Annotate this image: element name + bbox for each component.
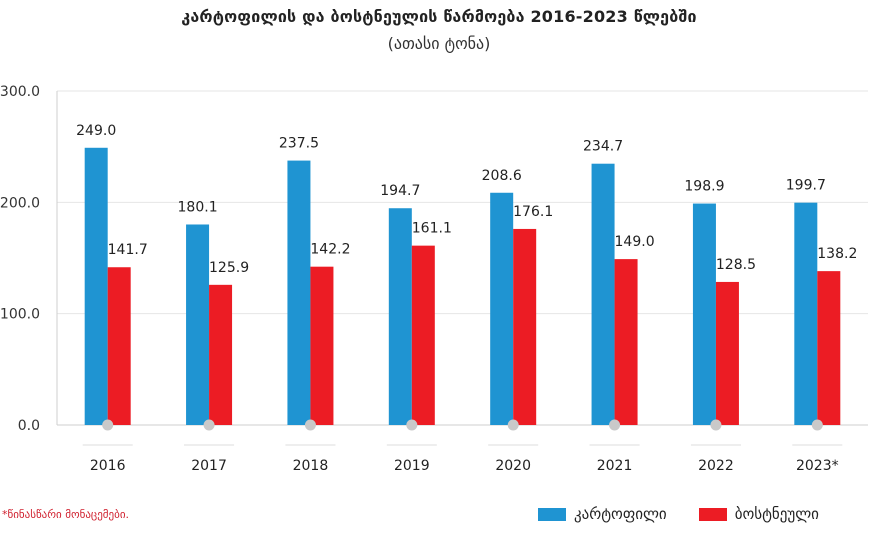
data-label: 141.7 <box>108 242 148 258</box>
legend: კარტოფილი ბოსტნეული <box>538 505 851 523</box>
data-label: 180.1 <box>178 199 218 215</box>
bar-vegetables <box>513 228 537 425</box>
chart-title: კარტოფილის და ბოსტნეულის წარმოება 2016-2… <box>181 7 697 26</box>
data-label: 142.2 <box>310 242 350 258</box>
y-tick-label: 100.0 <box>0 307 40 323</box>
bar-vegetables <box>715 281 739 425</box>
x-tick-label: 2023* <box>796 458 839 474</box>
data-label: 198.9 <box>684 179 724 195</box>
data-label: 208.6 <box>482 168 522 184</box>
data-label: 125.9 <box>209 260 249 276</box>
data-label: 149.0 <box>615 234 655 250</box>
bar-vegetables <box>411 245 435 425</box>
bar-potato <box>692 203 716 425</box>
x-tick-label: 2020 <box>495 458 531 474</box>
axis-marker <box>304 419 316 431</box>
axis-marker <box>710 419 722 431</box>
bar-vegetables <box>310 266 334 425</box>
y-tick-label: 200.0 <box>0 195 40 211</box>
y-tick-label: 0.0 <box>18 418 40 434</box>
bar-potato <box>287 160 311 426</box>
bar-potato <box>490 192 514 425</box>
data-label: 237.5 <box>279 136 319 152</box>
legend-item-potato: კარტოფილი <box>538 505 667 523</box>
bar-vegetables <box>817 271 841 425</box>
legend-item-vegetables: ბოსტნეული <box>698 505 819 523</box>
bar-potato <box>388 208 412 425</box>
bar-vegetables <box>107 267 131 425</box>
data-label: 234.7 <box>583 139 623 155</box>
x-tick-label: 2016 <box>90 458 126 474</box>
x-tick-label: 2017 <box>191 458 227 474</box>
data-label: 249.0 <box>76 123 116 139</box>
y-tick-label: 300.0 <box>0 84 40 100</box>
x-tick-label: 2018 <box>293 458 329 474</box>
bar-vegetables <box>614 259 638 425</box>
axis-marker <box>811 419 823 431</box>
axis-marker <box>203 419 215 431</box>
data-label: 161.1 <box>412 221 452 237</box>
bar-potato <box>794 202 818 425</box>
axis-marker <box>406 419 418 431</box>
axis-marker <box>609 419 621 431</box>
data-label: 138.2 <box>817 246 857 262</box>
bar-vegetables <box>209 284 233 425</box>
legend-label-potato: კარტოფილი <box>574 505 667 523</box>
bar-potato <box>186 224 210 425</box>
x-tick-label: 2022 <box>698 458 734 474</box>
x-tick-label: 2021 <box>597 458 633 474</box>
legend-label-vegetables: ბოსტნეული <box>734 505 819 523</box>
chart-subtitle: (ათასი ტონა) <box>387 34 491 53</box>
data-label: 194.7 <box>380 183 420 199</box>
data-label: 128.5 <box>716 257 756 273</box>
footnote: *წინასწარი მონაცემები. <box>2 508 130 521</box>
axis-marker <box>507 419 519 431</box>
legend-swatch-vegetables <box>698 507 727 521</box>
axis-marker <box>102 419 114 431</box>
data-label: 176.1 <box>513 204 553 220</box>
bar-potato <box>591 163 615 425</box>
data-label: 199.7 <box>786 178 826 194</box>
x-tick-label: 2019 <box>394 458 430 474</box>
legend-swatch-potato <box>538 507 566 521</box>
bar-potato <box>84 147 108 425</box>
